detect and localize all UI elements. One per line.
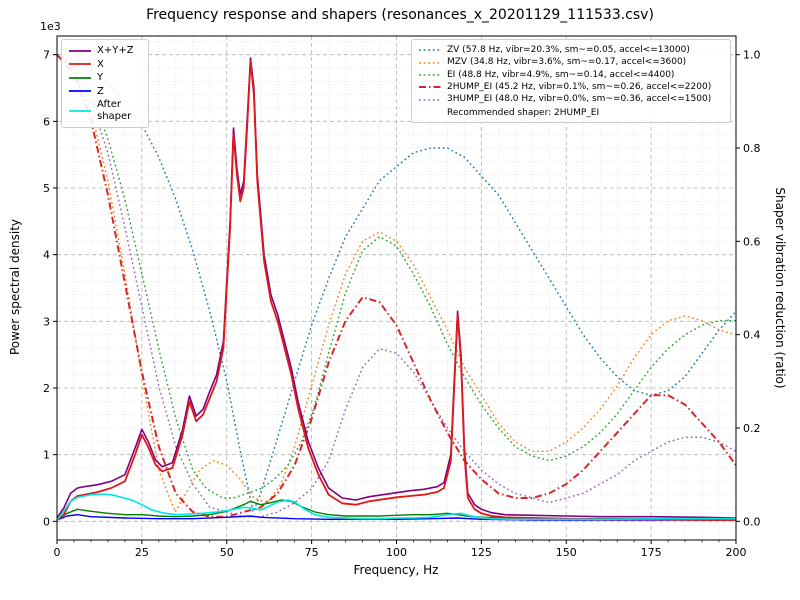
y-left-tick-label: 7 [43, 49, 50, 62]
legend-entry: MZV (34.8 Hz, vibr=3.6%, sm~=0.17, accel… [418, 57, 724, 67]
x-tick-label: 50 [220, 546, 234, 559]
legend-line-sample [419, 49, 441, 51]
legend-line-sample [419, 74, 441, 76]
legend-entry: X [68, 59, 142, 71]
y-right-tick-label: 0.6 [743, 235, 761, 248]
legend-line-sample [69, 63, 91, 66]
psd_y-line [56, 499, 736, 521]
y-right-tick-label: 0.0 [743, 515, 761, 528]
legend-label: MZV (34.8 Hz, vibr=3.6%, sm~=0.17, accel… [447, 57, 687, 68]
legend-label: 2HUMP_EI (45.2 Hz, vibr=0.1%, sm~=0.26, … [447, 82, 712, 93]
legend-label: 3HUMP_EI (48.0 Hz, vibr=0.0%, sm~=0.36, … [447, 94, 712, 105]
y-left-tick-label: 6 [43, 115, 50, 128]
y-left-tick-label: 1 [43, 449, 50, 462]
x-tick-label: 125 [471, 546, 492, 559]
x-tick-label: 75 [305, 546, 319, 559]
legend-entry: 2HUMP_EI (45.2 Hz, vibr=0.1%, sm~=0.26, … [418, 82, 724, 92]
y-left-tick-label: 3 [43, 315, 50, 328]
y-axis-label-right: Shaper vibration reduction (ratio) [773, 187, 787, 389]
x-axis-label: Frequency, Hz [353, 563, 439, 577]
legend-entry: ZV (57.8 Hz, vibr=20.3%, sm~=0.05, accel… [418, 45, 724, 55]
legend-label: Y [97, 72, 104, 83]
legend-entry: 3HUMP_EI (48.0 Hz, vibr=0.0%, sm~=0.36, … [418, 94, 724, 104]
legend-label: X+Y+Z [97, 45, 134, 56]
legend-entry: Z [68, 86, 142, 98]
tick-labels: 0 25 50 75 100 125 150 175 200 0 1 2 3 4 5 6 7 0.0 0.2 0.4 0… [43, 49, 761, 559]
hump3_ei-line [56, 54, 737, 518]
after_shaper-line [56, 493, 736, 521]
y-left-tick-label: 5 [43, 182, 50, 195]
legend-entry: X+Y+Z [68, 45, 142, 57]
y-right-tick-label: 0.2 [743, 422, 761, 435]
legend-entry: Y [68, 72, 142, 84]
shaper-legend: ZV (57.8 Hz, vibr=20.3%, sm~=0.05, accel… [411, 39, 731, 123]
y-axis-label-left: Power spectral density [8, 218, 22, 356]
legend-entry: After shaper [68, 99, 142, 122]
shaper-legend-entries: ZV (57.8 Hz, vibr=20.3%, sm~=0.05, accel… [418, 45, 724, 105]
zv-line [56, 54, 737, 513]
recommended-shaper-note: Recommended shaper: 2HUMP_EI [447, 107, 600, 118]
legend-entry: EI (48.8 Hz, vibr=4.9%, sm~=0.14, accel<… [418, 70, 724, 80]
y-left-tick-label: 2 [43, 382, 50, 395]
psd-legend: X+Y+Z X Y Z After shaper [61, 39, 149, 128]
y-right-tick-label: 0.4 [743, 329, 761, 342]
legend-line-sample [419, 61, 441, 64]
x-tick-label: 175 [641, 546, 662, 559]
legend-line-sample [69, 76, 91, 79]
y-left-tick-label: 0 [43, 515, 50, 528]
chart-title: Frequency response and shapers (resonanc… [146, 7, 654, 23]
legend-line-sample [419, 98, 441, 101]
legend-line-sample [69, 90, 91, 93]
x-tick-label: 200 [726, 546, 747, 559]
y-right-tick-label: 0.8 [743, 142, 761, 155]
x-tick-label: 150 [556, 546, 577, 559]
psd_x-line [56, 60, 736, 521]
x-tick-label: 25 [135, 546, 149, 559]
y-axis-offset-label: 1e3 [40, 20, 61, 33]
legend-line-sample [419, 86, 441, 89]
legend-label: ZV (57.8 Hz, vibr=20.3%, sm~=0.05, accel… [447, 45, 690, 55]
legend-line-sample [69, 109, 91, 112]
tick-marks [53, 54, 740, 544]
x-tick-label: 0 [54, 546, 61, 559]
legend-line-sample [69, 49, 91, 52]
y-left-tick-label: 4 [43, 249, 50, 262]
legend-label: After shaper [97, 99, 132, 122]
legend-label: EI (48.8 Hz, vibr=4.9%, sm~=0.14, accel<… [447, 69, 675, 80]
hump2_ei-line [56, 54, 737, 518]
legend-label: X [97, 58, 104, 70]
legend-label: Z [97, 85, 104, 97]
y-right-tick-label: 1.0 [743, 49, 761, 62]
x-tick-label: 100 [386, 546, 407, 559]
series-lines [56, 54, 737, 521]
